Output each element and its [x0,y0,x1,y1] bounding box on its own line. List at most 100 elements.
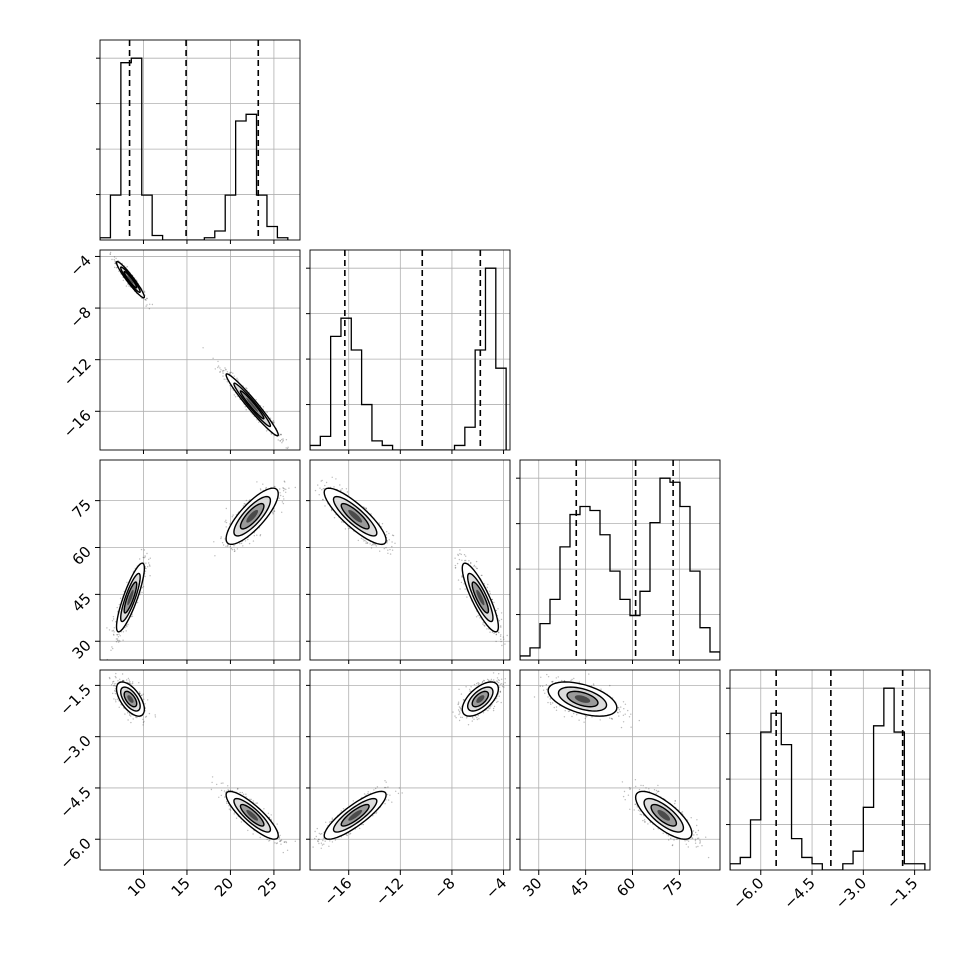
sample-point [239,543,240,544]
sample-point [232,516,233,517]
sample-point [234,376,235,377]
sample-point [288,488,289,489]
sample-point [225,379,226,380]
sample-point [115,701,116,702]
sample-point [487,584,488,585]
sample-point [282,487,283,488]
sample-point [126,679,127,680]
sample-point [223,544,224,545]
sample-point [141,592,142,593]
sample-point [109,629,110,630]
sample-point [218,365,219,366]
sample-point [256,535,257,536]
sample-point [213,541,214,542]
sample-point [461,577,462,578]
sample-point [287,448,288,449]
sample-point [135,717,136,718]
sample-point [225,546,226,547]
sample-point [149,575,150,576]
sample-point [490,593,491,594]
sample-point [386,531,387,532]
sample-point [112,683,113,684]
sample-point [243,505,244,506]
sample-point [367,542,368,543]
sample-point [376,545,377,546]
sample-point [279,492,280,493]
sample-point [119,679,120,680]
sample-point [147,699,148,700]
sample-point [475,566,476,567]
sample-point [117,634,118,635]
sample-point [110,650,111,651]
sample-point [282,501,283,502]
sample-point [129,679,130,680]
sample-point [119,641,120,642]
sample-point [149,304,150,305]
sample-point [139,558,140,559]
sample-point [227,371,228,372]
sample-point [217,367,218,368]
sample-point [280,495,281,496]
sample-point [126,626,127,627]
sample-point [358,540,359,541]
sample-point [128,678,129,679]
sample-point [278,439,279,440]
sample-point [285,492,286,493]
sample-point [214,555,215,556]
sample-point [246,500,247,501]
hist-panel-2 [306,250,510,450]
scatter-contents [310,460,520,669]
sample-point [394,543,395,544]
sample-point [500,636,501,637]
sample-point [219,367,220,368]
sample-point [222,542,223,543]
sample-point [112,648,113,649]
sample-point [113,618,114,619]
sample-point [235,396,236,397]
sample-point [281,512,282,513]
sample-point [365,543,366,544]
sample-point [492,632,493,633]
sample-point [224,521,225,522]
sample-point [272,513,273,514]
sample-point [504,643,505,644]
sample-point [500,626,501,627]
sample-point [222,370,223,371]
scatter-panel-1-2 [100,246,300,452]
sample-point [143,586,144,587]
sample-point [111,259,112,260]
sample-point [346,488,347,489]
sample-point [476,561,477,562]
sample-point [146,553,147,554]
sample-point [361,538,362,539]
sample-point [254,535,255,536]
sample-point [231,548,232,549]
sample-point [285,489,286,490]
sample-point [286,439,287,440]
sample-point [139,693,140,694]
sample-point [332,477,333,478]
sample-point [255,399,256,400]
sample-point [321,489,322,490]
sample-point [386,534,387,535]
sample-point [373,544,374,545]
sample-point [212,358,213,359]
sample-point [495,641,496,642]
sample-point [389,539,390,540]
sample-point [493,602,494,603]
sample-point [518,668,519,669]
sample-point [324,485,325,486]
panel-frame [310,460,510,660]
sample-point [385,547,386,548]
sample-point [319,494,320,495]
sample-point [132,683,133,684]
sample-point [113,630,114,631]
sample-point [120,635,121,636]
sample-point [273,422,274,423]
sample-point [234,549,235,550]
sample-point [345,528,346,529]
sample-point [342,488,343,489]
sample-point [234,551,235,552]
sample-point [155,714,156,715]
